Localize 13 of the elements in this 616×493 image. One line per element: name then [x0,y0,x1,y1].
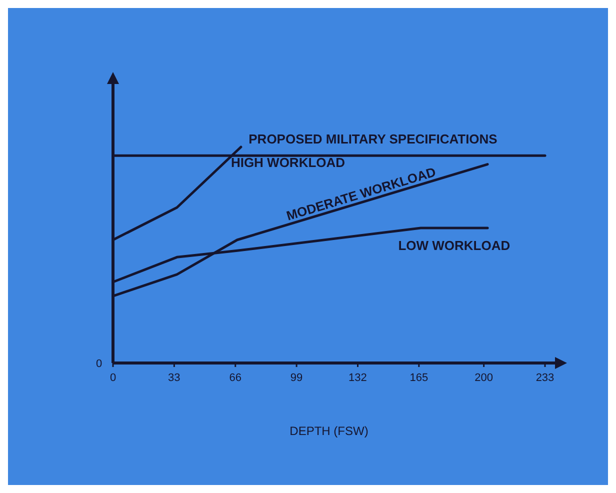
x-tick-label: 132 [348,372,367,384]
x-tick-label: 0 [110,372,116,384]
x-tick-label: 165 [410,372,428,384]
series-label: LOW WORKLOAD [398,238,510,253]
x-tick-label: 33 [168,372,180,384]
series-label: HIGH WORKLOAD [230,155,346,170]
x-tick-label: 99 [290,372,303,384]
x-tick-label: 66 [229,372,242,384]
x-tick-label: 200 [474,372,493,384]
x-axis-title: DEPTH (FSW) [290,424,368,438]
series-label: PROPOSED MILITARY SPECIFICATIONS [248,132,498,147]
text: 0 [96,358,102,370]
x-tick-label: 233 [536,372,554,384]
